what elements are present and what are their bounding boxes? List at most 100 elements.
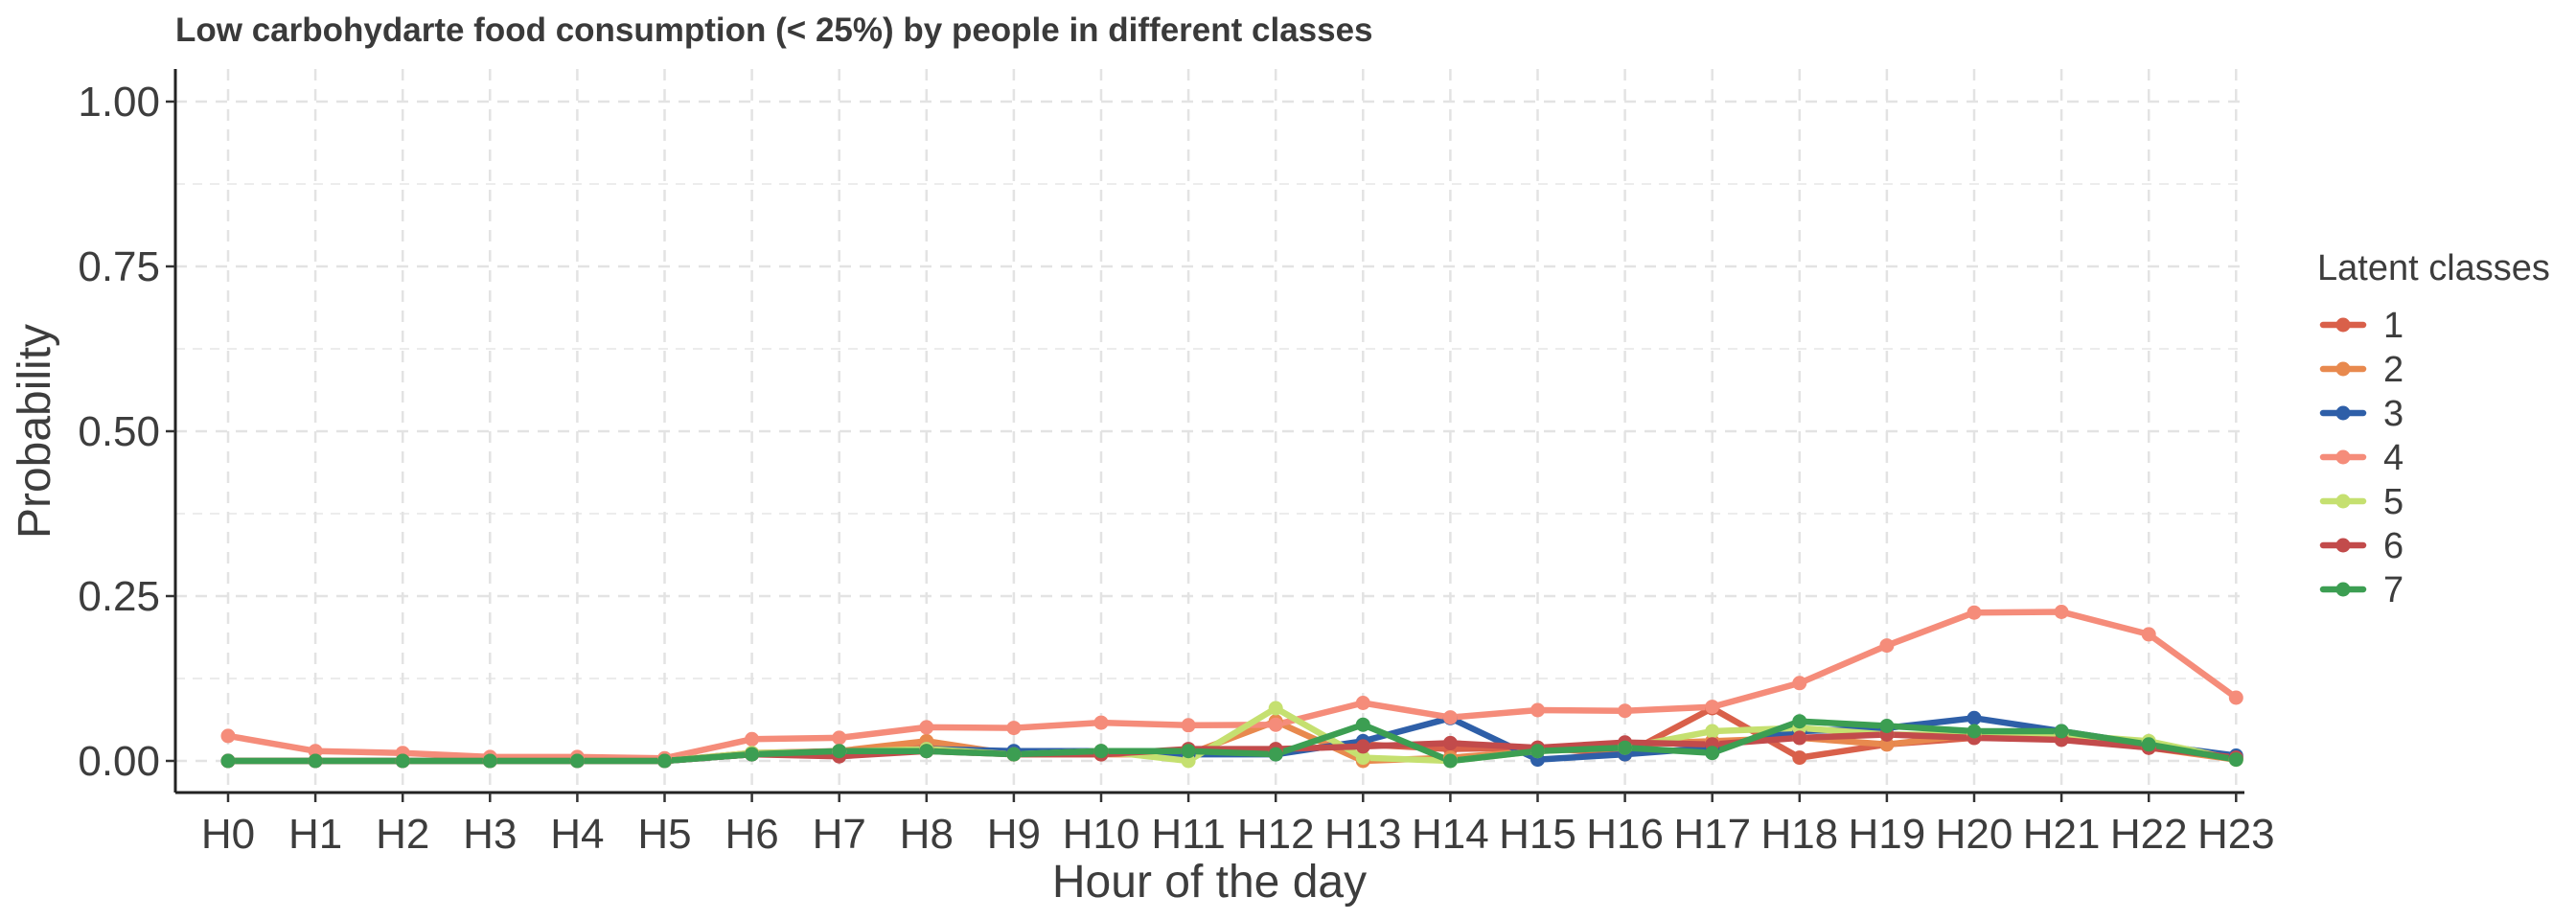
data-point-4 [220, 728, 236, 744]
legend-key-point-7 [2335, 582, 2351, 597]
legend-key-point-5 [2335, 494, 2351, 509]
y-tick-label: 0.25 [78, 573, 160, 620]
y-tick-label: 0.00 [78, 738, 160, 785]
data-point-4 [1618, 703, 1633, 719]
data-point-7 [1006, 747, 1022, 762]
data-point-6 [1792, 730, 1807, 746]
x-tick-label: H3 [463, 811, 517, 858]
x-tick-label: H2 [376, 811, 429, 858]
data-point-7 [1705, 746, 1720, 761]
data-point-7 [919, 744, 934, 759]
x-tick-label: H15 [1499, 811, 1576, 858]
data-point-7 [657, 753, 672, 769]
y-tick-label: 0.75 [78, 243, 160, 290]
data-point-4 [1705, 700, 1720, 715]
data-point-6 [1442, 735, 1458, 750]
data-point-7 [1530, 744, 1545, 759]
data-point-4 [832, 730, 847, 746]
x-tick-label: H20 [1936, 811, 2013, 858]
data-point-7 [2054, 724, 2069, 739]
legend-key-point-4 [2335, 449, 2351, 465]
data-point-7 [745, 747, 760, 762]
data-point-7 [1966, 724, 1982, 739]
data-point-4 [1966, 605, 1982, 620]
data-point-7 [1268, 747, 1283, 762]
series-line-7 [224, 718, 2240, 765]
data-point-4 [1355, 696, 1370, 710]
data-point-6 [1355, 739, 1370, 754]
x-tick-label: H6 [724, 811, 778, 858]
data-point-7 [1093, 744, 1109, 759]
data-point-4 [1093, 715, 1109, 730]
x-tick-label: H5 [637, 811, 691, 858]
data-point-7 [1618, 740, 1633, 755]
legend-key-point-3 [2335, 405, 2351, 421]
x-tick-label: H0 [201, 811, 255, 858]
legend-label-2: 2 [2383, 350, 2404, 390]
series-line-4 [224, 609, 2240, 762]
x-tick-label: H7 [813, 811, 866, 858]
data-point-2 [1879, 737, 1895, 752]
x-tick-label: H17 [1673, 811, 1751, 858]
data-point-7 [1355, 717, 1370, 732]
x-tick-label: H11 [1151, 811, 1225, 858]
x-tick-label: H13 [1324, 811, 1402, 858]
data-point-4 [1181, 718, 1196, 733]
series-lines [224, 609, 2240, 765]
x-tick-label: H19 [1849, 811, 1926, 858]
x-tick-label: H21 [2023, 811, 2101, 858]
data-point-4 [1792, 676, 1807, 691]
y-axis-title: Probability [10, 324, 60, 539]
y-ticks: 0.00 0.25 0.50 0.75 1.00 [78, 79, 175, 785]
legend-label-4: 4 [2383, 438, 2404, 478]
data-point-7 [2228, 752, 2243, 768]
data-point-3 [1966, 710, 1982, 725]
data-point-7 [1792, 714, 1807, 729]
data-point-4 [2054, 605, 2069, 619]
x-tick-label: H16 [1586, 811, 1664, 858]
x-tick-label: H22 [2110, 811, 2188, 858]
x-ticks: H0 H1 H2 H3 H4 H5 H6 H7 H8 H9 H10 H11 H12 H13 H14 H15 H1… [201, 793, 2275, 858]
chart-title: Low carbohydarte food consumption (< 25%… [175, 12, 1373, 49]
y-tick-label: 0.50 [78, 408, 160, 455]
x-tick-label: H14 [1412, 811, 1489, 858]
data-point-4 [919, 720, 934, 735]
data-point-4 [2228, 690, 2243, 705]
data-point-5 [1705, 724, 1720, 739]
data-point-7 [220, 753, 236, 769]
data-point-4 [1268, 717, 1283, 732]
data-point-7 [395, 753, 410, 769]
data-point-7 [482, 753, 497, 769]
data-point-7 [2141, 737, 2156, 752]
data-point-7 [1181, 744, 1196, 759]
data-point-5 [1181, 753, 1196, 769]
x-tick-label: H4 [550, 811, 604, 858]
data-point-1 [1792, 750, 1807, 766]
legend-key-point-2 [2335, 361, 2351, 377]
data-point-4 [1879, 638, 1895, 654]
data-point-7 [832, 744, 847, 759]
data-point-5 [1355, 750, 1370, 766]
legend-label-5: 5 [2383, 482, 2404, 522]
x-tick-label: H10 [1063, 811, 1140, 858]
data-point-4 [308, 744, 323, 759]
legend-label-3: 3 [2383, 394, 2404, 434]
data-point-4 [1006, 721, 1022, 736]
y-tick-label: 1.00 [78, 79, 160, 126]
data-point-7 [1442, 753, 1458, 769]
legend-label-6: 6 [2383, 526, 2404, 566]
legend-label-7: 7 [2383, 570, 2404, 610]
data-point-4 [745, 731, 760, 747]
x-tick-label: H23 [2197, 811, 2275, 858]
legend-key-point-6 [2335, 538, 2351, 553]
x-tick-label: H9 [987, 811, 1041, 858]
data-point-5 [1268, 701, 1283, 716]
x-tick-label: H12 [1237, 811, 1315, 858]
legend-title: Latent classes [2317, 248, 2550, 288]
data-point-4 [1442, 710, 1458, 725]
data-point-7 [569, 753, 585, 769]
data-point-7 [308, 753, 323, 769]
series-points [220, 605, 2243, 769]
